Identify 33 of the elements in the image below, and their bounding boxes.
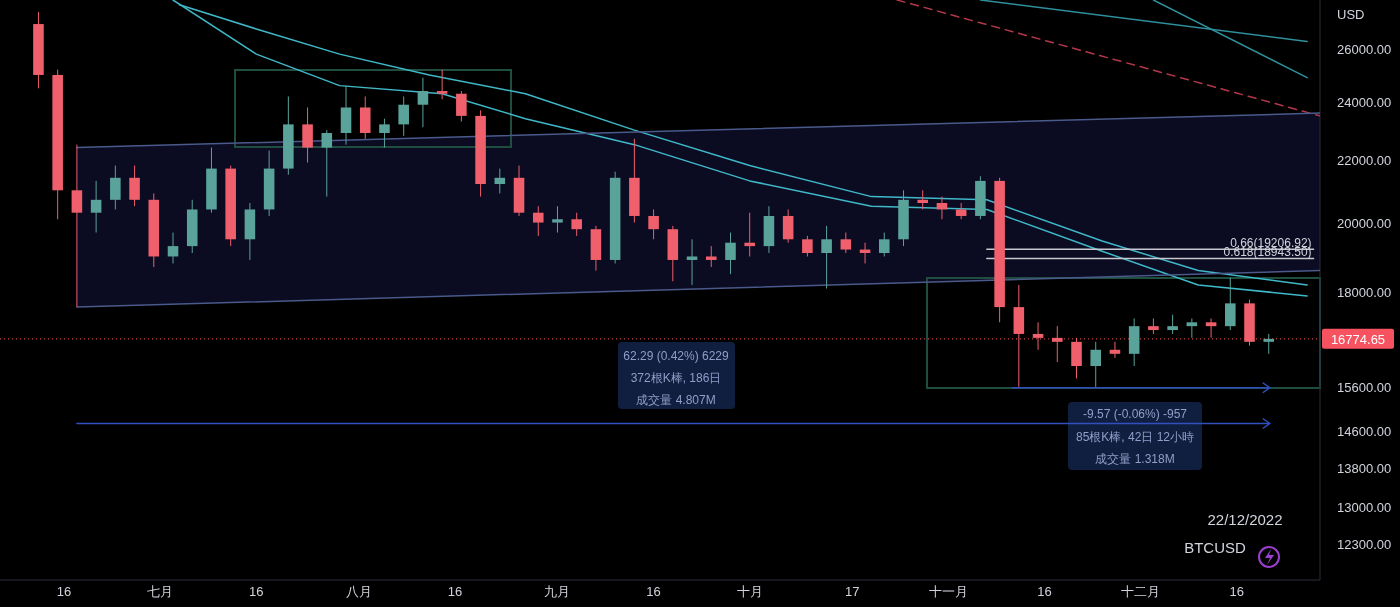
x-tick-label: 十一月 xyxy=(928,584,968,599)
x-tick-label: 17 xyxy=(845,584,860,599)
y-tick-label: 13000.00 xyxy=(1337,500,1392,516)
x-tick-label: 七月 xyxy=(147,584,174,599)
annotation: 成交量 1.318M xyxy=(1095,452,1175,466)
y-tick-label: 22000.00 xyxy=(1337,152,1392,168)
x-tick-label: 16 xyxy=(1037,584,1052,599)
annotation: 372根K棒, 186日 xyxy=(630,371,722,385)
annotation: 85根K棒, 42日 12小時 xyxy=(1075,430,1195,444)
annotation: -9.57 (-0.06%) -957 xyxy=(1082,407,1188,421)
y-tick-label: 18000.00 xyxy=(1337,285,1392,301)
x-tick-label: 十二月 xyxy=(1121,584,1161,599)
x-tick-label: 16 xyxy=(56,584,72,599)
x-tick-label: 九月 xyxy=(544,584,571,599)
annotation: 22/12/2022 xyxy=(1207,511,1283,528)
y-tick-label: 24000.00 xyxy=(1337,94,1392,110)
y-tick-label: 20000.00 xyxy=(1337,215,1392,231)
x-tick-label: 八月 xyxy=(345,584,372,599)
y-tick-label: 12300.00 xyxy=(1337,537,1392,553)
y-axis-title: USD xyxy=(1337,7,1365,22)
x-tick-label: 十月 xyxy=(736,584,763,599)
y-tick-label: 13800.00 xyxy=(1337,460,1392,476)
y-tick-label: 14600.00 xyxy=(1337,423,1392,439)
annotation: 成交量 4.807M xyxy=(636,393,716,407)
annotation: 62.29 (0.42%) 6229 xyxy=(623,349,730,363)
x-tick-label: 16 xyxy=(1229,584,1244,599)
x-tick-label: 16 xyxy=(447,584,463,599)
ref-line-label: 16774.65 xyxy=(1330,331,1386,347)
annotation: BTCUSD xyxy=(1184,539,1246,556)
y-tick-label: 26000.00 xyxy=(1337,42,1392,58)
y-tick-label: 15600.00 xyxy=(1337,379,1392,395)
x-tick-label: 16 xyxy=(646,584,661,599)
x-tick-label: 16 xyxy=(249,584,264,599)
